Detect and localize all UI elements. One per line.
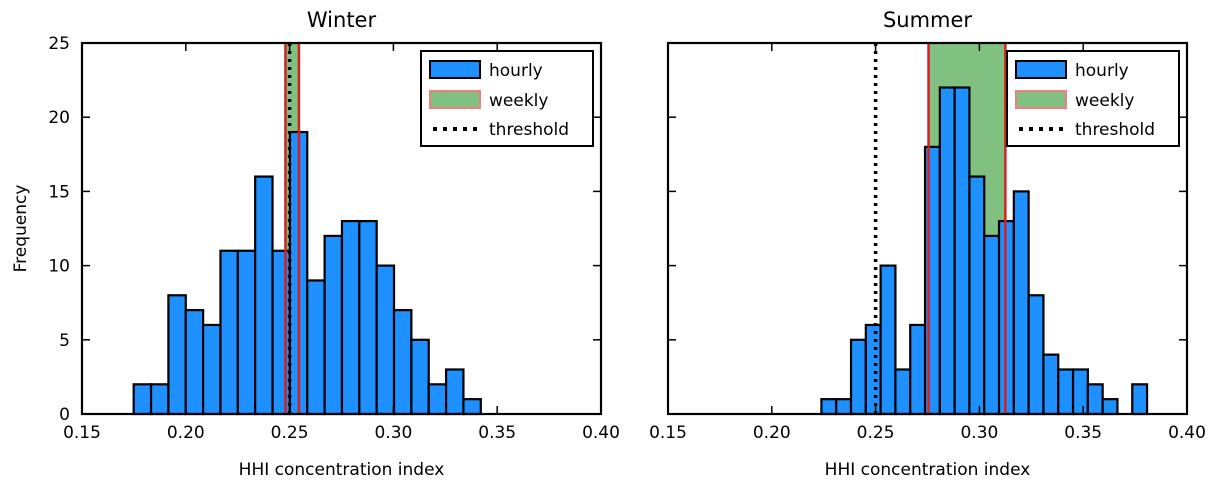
histogram-bar xyxy=(184,309,205,416)
y-tick-label: 0 xyxy=(59,405,70,425)
plot-frame xyxy=(80,41,603,416)
y-tick-label: 25 xyxy=(48,34,70,54)
winter-title: Winter xyxy=(307,8,377,32)
histogram-bar xyxy=(410,338,430,416)
x-tick-label: 0.30 xyxy=(960,423,998,443)
histogram-bar xyxy=(323,234,344,416)
histogram-bar xyxy=(835,398,853,416)
histogram-bar xyxy=(444,368,465,416)
legend-hourly-swatch xyxy=(429,60,481,79)
histogram-bar xyxy=(1012,190,1030,416)
legend-threshold-label: threshold xyxy=(1075,120,1155,140)
summer-x-axis-label: HHI concentration index xyxy=(825,460,1031,480)
histogram-bar xyxy=(219,249,239,416)
histogram-bar xyxy=(340,219,361,416)
histogram-bar xyxy=(1131,383,1149,416)
histogram-bar xyxy=(1057,368,1075,416)
histogram-bar xyxy=(820,398,838,416)
legend-weekly-label: weekly xyxy=(1075,91,1134,111)
histogram-bar xyxy=(953,86,971,416)
histogram-bar xyxy=(149,383,170,416)
histogram-bar xyxy=(358,219,378,416)
legend-hourly-swatch xyxy=(1015,60,1067,79)
histogram-bar xyxy=(849,338,867,416)
histogram-bar xyxy=(167,294,187,416)
plot-frame xyxy=(666,41,1189,416)
x-tick-label: 0.15 xyxy=(63,423,101,443)
x-tick-label: 0.35 xyxy=(1064,423,1102,443)
histogram-bar xyxy=(1101,398,1119,416)
x-tick-label: 0.20 xyxy=(753,423,791,443)
y-tick-label: 15 xyxy=(48,182,70,202)
x-tick-label: 0.20 xyxy=(167,423,205,443)
legend-threshold-label: threshold xyxy=(489,120,569,140)
legend-weekly-swatch xyxy=(1015,90,1067,109)
x-tick-label: 0.30 xyxy=(374,423,412,443)
histogram-bar xyxy=(254,175,274,416)
y-axis-label: Frequency xyxy=(11,185,31,273)
histogram-bar xyxy=(983,234,1001,416)
y-tick-label: 10 xyxy=(48,257,70,277)
x-tick-label: 0.15 xyxy=(649,423,687,443)
histogram-bar xyxy=(427,383,448,416)
winter-x-axis-label: HHI concentration index xyxy=(239,460,445,480)
histogram-bar xyxy=(909,323,927,416)
x-tick-label: 0.35 xyxy=(478,423,516,443)
histogram-bar xyxy=(462,398,482,416)
histogram-bar xyxy=(879,264,897,416)
x-tick-label: 0.40 xyxy=(582,423,620,443)
summer-title: Summer xyxy=(883,8,972,32)
winter-panel: 0.15 0.20 0.25 0.30 0.35 0.40 0 5 10 15 20 25 Winte… xyxy=(11,8,620,480)
summer-panel: 0.15 0.20 0.25 0.30 0.35 0.40 Summer HHI conc… xyxy=(649,8,1206,480)
histogram-bar xyxy=(306,279,326,416)
legend-weekly-swatch xyxy=(429,90,481,109)
x-tick-label: 0.25 xyxy=(271,423,309,443)
y-tick-label: 5 xyxy=(59,331,70,351)
histogram-bar xyxy=(271,249,291,416)
histogram-bar xyxy=(1086,383,1104,416)
histogram-bar xyxy=(132,383,153,416)
histogram-bar xyxy=(864,323,882,416)
histogram-bar xyxy=(236,249,257,416)
histogram-bar xyxy=(894,368,912,416)
legend-hourly-label: hourly xyxy=(1075,61,1129,81)
histogram-bar xyxy=(1071,368,1089,416)
histogram-bar xyxy=(923,145,941,416)
legend-hourly-label: hourly xyxy=(489,61,543,81)
winter-legend: hourly weekly threshold xyxy=(420,50,594,147)
histogram-bar xyxy=(375,264,396,416)
x-tick-label: 0.25 xyxy=(857,423,895,443)
histogram-bar xyxy=(202,323,222,416)
histogram-bar xyxy=(968,175,986,416)
summer-legend: hourly weekly threshold xyxy=(1006,50,1180,147)
legend-weekly-label: weekly xyxy=(489,91,548,111)
x-tick-label: 0.40 xyxy=(1168,423,1206,443)
histogram-bar xyxy=(392,309,413,416)
histogram-bar xyxy=(1027,294,1045,416)
y-tick-label: 20 xyxy=(48,108,70,128)
histogram-bar xyxy=(1042,353,1060,416)
histogram-bar xyxy=(938,86,956,416)
